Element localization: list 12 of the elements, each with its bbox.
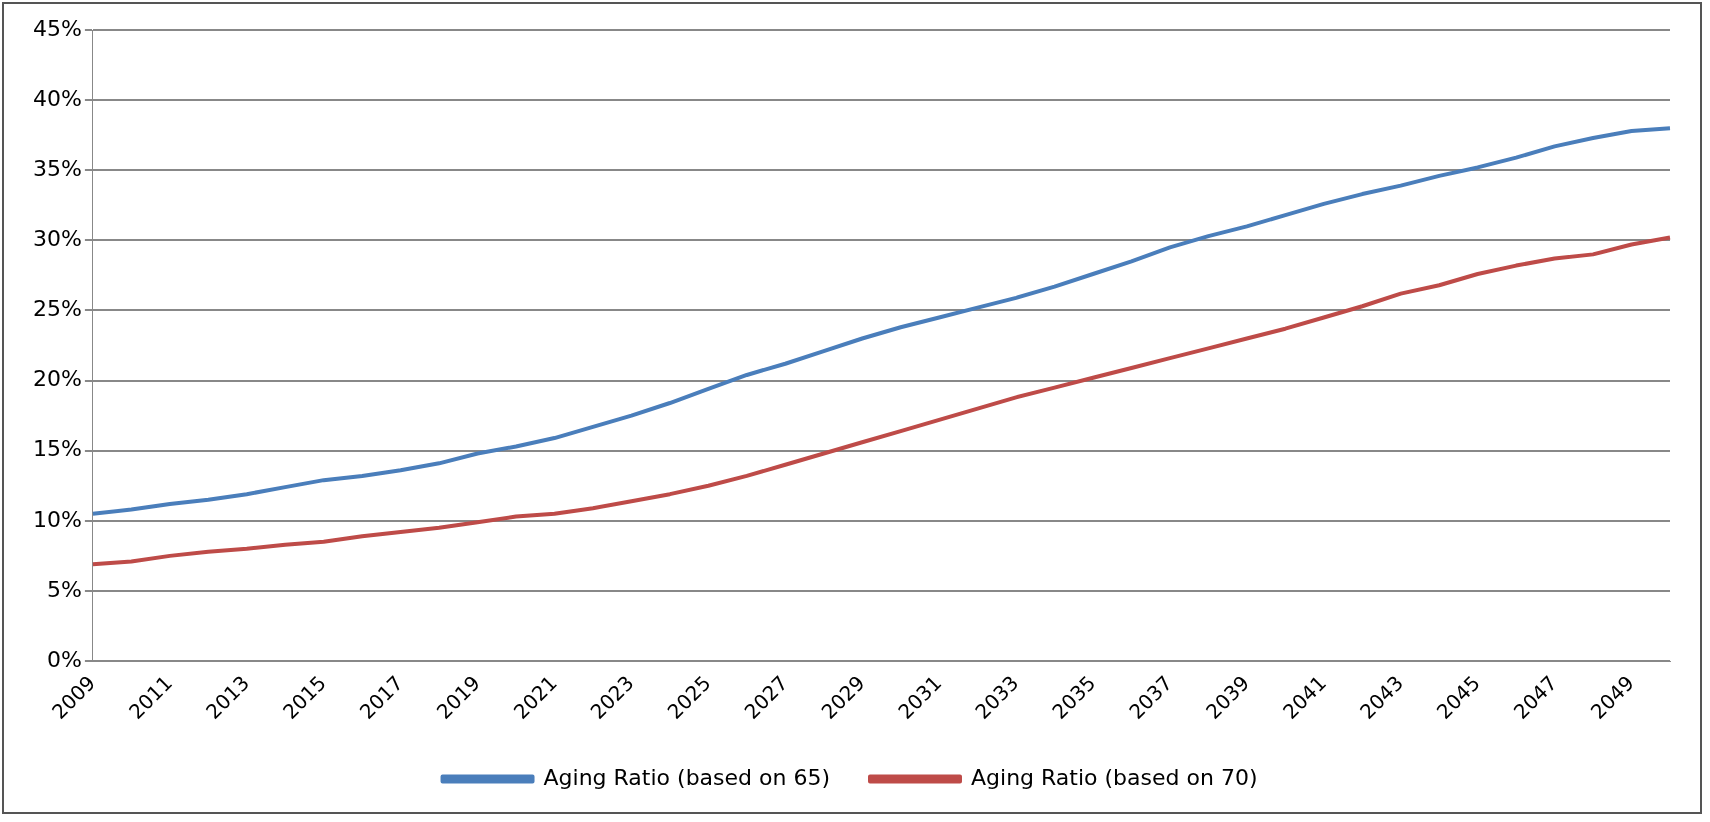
y-tick-label: 0% xyxy=(46,646,82,672)
y-tick-label: 25% xyxy=(32,296,82,322)
y-tick-label: 15% xyxy=(32,436,82,462)
y-tick-label: 30% xyxy=(32,226,82,252)
legend-label: Aging Ratio (based on 65) xyxy=(543,764,831,790)
y-tick-label: 35% xyxy=(32,155,82,181)
y-tick-label: 5% xyxy=(46,576,82,602)
y-tick-label: 45% xyxy=(32,15,82,41)
y-tick-label: 40% xyxy=(32,85,82,111)
legend-label: Aging Ratio (based on 70) xyxy=(971,764,1258,790)
y-tick-label: 20% xyxy=(32,366,82,392)
y-tick-label: 10% xyxy=(32,506,82,532)
